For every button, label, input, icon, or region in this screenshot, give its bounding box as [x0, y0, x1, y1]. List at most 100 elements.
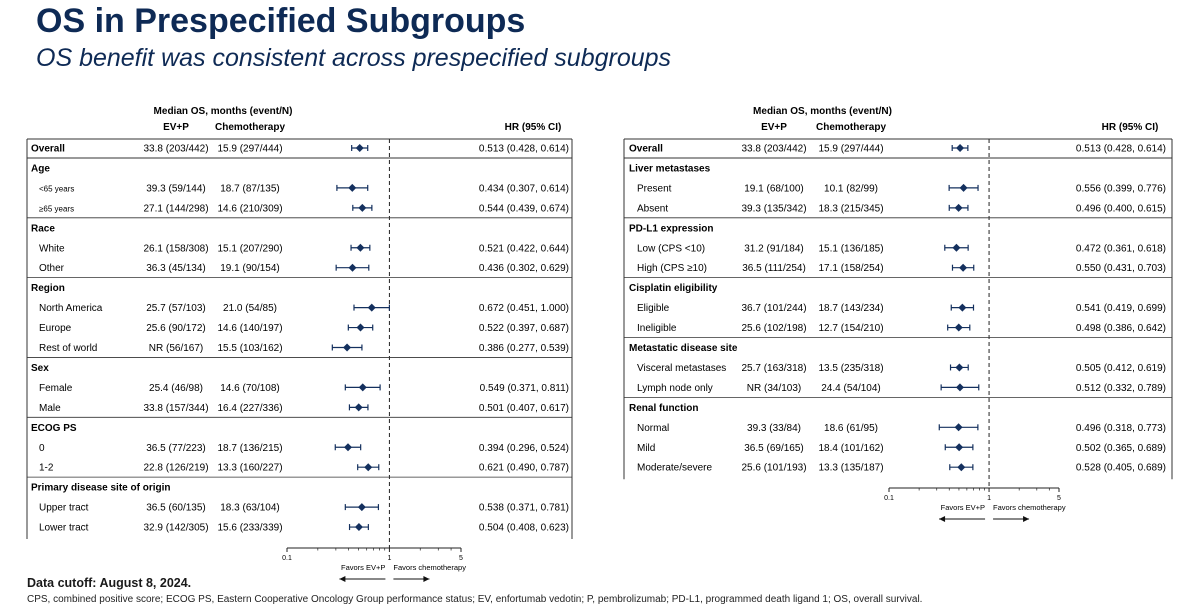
ev-p-value: 26.1 (158/308) [143, 243, 208, 254]
row-label: Moderate/severe [637, 463, 712, 474]
favors-right-arrowhead [423, 576, 430, 582]
ev-p-value: 22.8 (126/219) [143, 463, 208, 474]
hr-point [356, 243, 365, 252]
hr-point [954, 323, 963, 332]
row-label: Other [39, 263, 65, 274]
row-label: Sex [31, 363, 49, 374]
hr-point [959, 263, 968, 272]
row-label: Upper tract [39, 503, 89, 514]
row-label: Female [39, 383, 73, 394]
favors-ev-p-label: Favors EV+P [941, 503, 985, 512]
row-label: Visceral metastases [637, 363, 726, 374]
page-subtitle: OS benefit was consistent across prespec… [36, 44, 672, 72]
row-label: Metastatic disease site [629, 343, 738, 354]
hr-ci-value: 0.556 (0.399, 0.776) [1076, 183, 1166, 194]
row-label: Ineligible [637, 323, 677, 334]
hr-ci-value: 0.672 (0.451, 1.000) [479, 303, 569, 314]
favors-chemo-label: Favors chemotherapy [393, 563, 466, 572]
row-label: Renal function [629, 403, 698, 414]
ev-p-value: 25.6 (90/172) [146, 323, 206, 334]
chemo-value: 18.7 (136/215) [217, 443, 282, 454]
ev-p-value: 25.4 (46/98) [149, 383, 203, 394]
ev-p-value: 33.8 (203/442) [741, 144, 806, 155]
x-tick-label: 1 [987, 495, 991, 502]
hr-point [954, 423, 963, 432]
hr-point [358, 203, 367, 212]
chemo-value: 13.3 (135/187) [818, 463, 883, 474]
row-label: ≥65 years [39, 204, 74, 213]
chemo-value: 15.9 (297/444) [818, 144, 883, 155]
row-label: <65 years [39, 184, 74, 193]
hr-ci-value: 0.528 (0.405, 0.689) [1076, 463, 1166, 474]
hr-ci-value: 0.549 (0.371, 0.811) [480, 383, 569, 394]
x-tick-label: 0.1 [884, 495, 894, 502]
x-tick-label: 1 [387, 555, 391, 562]
chemo-value: 16.4 (227/336) [217, 403, 282, 414]
hr-point [364, 463, 373, 472]
favors-right-arrowhead [1023, 516, 1030, 522]
hr-ci-value: 0.513 (0.428, 0.614) [1076, 144, 1166, 155]
chemo-value: 13.3 (160/227) [217, 463, 282, 474]
hr-ci-value: 0.538 (0.371, 0.781) [479, 503, 569, 514]
forest-plot-2: Median OS, months (event/N) EV+P Chemother… [623, 106, 1173, 522]
row-label: Race [31, 223, 55, 234]
chemo-value: 18.7 (143/234) [818, 303, 883, 314]
chemo-value: 15.9 (297/444) [217, 144, 282, 155]
favors-ev-p-label: Favors EV+P [341, 563, 385, 572]
header-median-os: Median OS, months (event/N) [154, 106, 293, 117]
hr-point [957, 463, 966, 472]
data-cutoff-note: Data cutoff: August 8, 2024. [27, 576, 192, 590]
hr-ci-value: 0.496 (0.400, 0.615) [1076, 203, 1166, 214]
row-label: PD-L1 expression [629, 223, 713, 234]
chemo-value: 15.6 (233/339) [217, 523, 282, 534]
chemo-value: 17.1 (158/254) [818, 263, 883, 274]
row-label: Cisplatin eligibility [629, 283, 718, 294]
hr-ci-value: 0.394 (0.296, 0.524) [479, 443, 569, 454]
hr-point [355, 144, 364, 152]
chemo-value: 13.5 (235/318) [818, 363, 883, 374]
ev-p-value: 33.8 (203/442) [143, 144, 208, 155]
chemo-value: 24.4 (54/104) [821, 383, 881, 394]
hr-point [343, 443, 352, 452]
forest-plot-1: Median OS, months (event/N) EV+P Chemother… [26, 106, 573, 582]
row-label: Absent [637, 203, 668, 214]
ev-p-value: 36.5 (60/135) [146, 503, 206, 514]
x-tick-label: 0.1 [282, 555, 292, 562]
hr-point [959, 183, 968, 192]
hr-point [358, 383, 367, 392]
ev-p-value: 36.5 (111/254) [742, 263, 806, 274]
header-median-os: Median OS, months (event/N) [753, 106, 892, 117]
header-hr-ci: HR (95% CI) [1102, 122, 1159, 133]
row-label: White [39, 243, 65, 254]
hr-ci-value: 0.550 (0.431, 0.703) [1076, 263, 1166, 274]
header-hr-ci: HR (95% CI) [505, 122, 562, 133]
hr-point [954, 203, 963, 212]
chemo-value: 12.7 (154/210) [818, 323, 883, 334]
ev-p-value: 36.5 (77/223) [146, 443, 206, 454]
row-label: Rest of world [39, 343, 97, 354]
hr-point [955, 443, 964, 452]
favors-left-arrowhead [939, 516, 946, 522]
chemo-value: 18.7 (87/135) [220, 183, 280, 194]
row-label: High (CPS ≥10) [637, 263, 707, 274]
page-title: OS in Prespecified Subgroups [36, 2, 526, 40]
ev-p-value: 25.7 (163/318) [741, 363, 806, 374]
row-label: Overall [31, 144, 65, 155]
abbreviations-footnote: CPS, combined positive score; ECOG PS, E… [27, 594, 923, 605]
hr-point [348, 183, 357, 192]
chemo-value: 15.5 (103/162) [217, 343, 282, 354]
row-label: Region [31, 283, 65, 294]
header-chemotherapy: Chemotherapy [215, 122, 285, 133]
chemo-value: 14.6 (210/309) [217, 203, 282, 214]
ev-p-value: 39.3 (135/342) [741, 203, 806, 214]
hr-point [956, 144, 965, 152]
favors-left-arrowhead [339, 576, 346, 582]
row-label: Mild [637, 443, 655, 454]
ev-p-value: 32.9 (142/305) [143, 523, 208, 534]
hr-ci-value: 0.521 (0.422, 0.644) [479, 243, 569, 254]
ev-p-value: 39.3 (33/84) [747, 423, 801, 434]
row-label: 1-2 [39, 463, 54, 474]
ev-p-value: 25.6 (102/198) [741, 323, 806, 334]
chemo-value: 18.6 (61/95) [824, 423, 878, 434]
